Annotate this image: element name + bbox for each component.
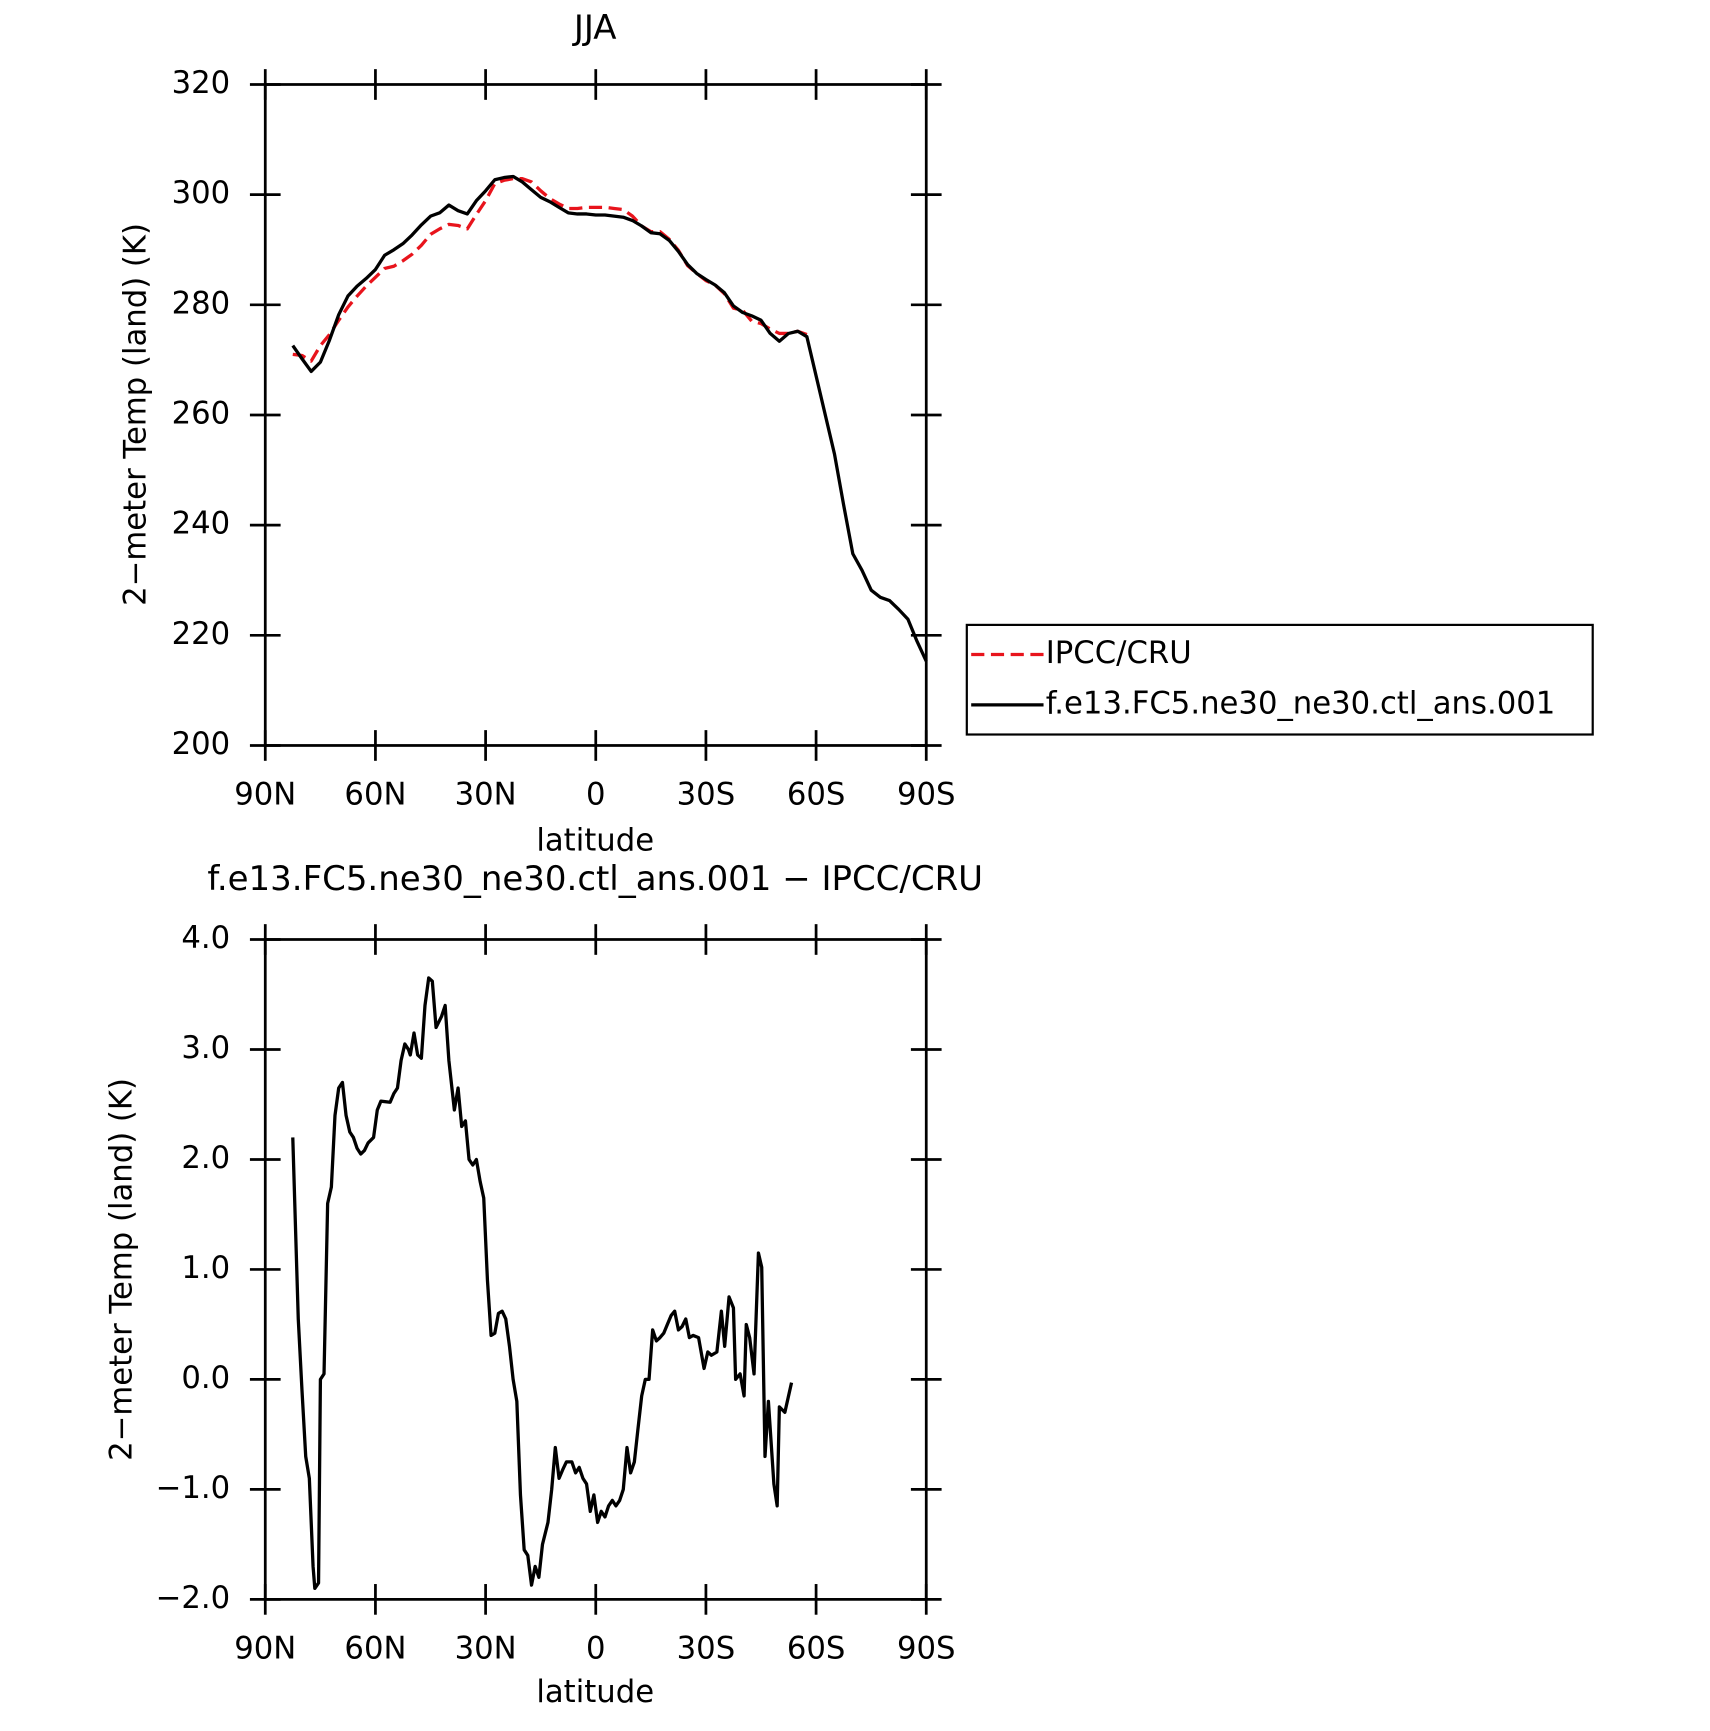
y-tick-label: 4.0: [181, 921, 230, 956]
chart-title: f.e13.FC5.ne30_ne30.ctl_ans.001 − IPCC/C…: [207, 859, 983, 899]
x-tick-label: 90N: [234, 777, 296, 812]
y-tick-label: 1.0: [181, 1251, 230, 1286]
x-tick-label: 0: [586, 777, 606, 812]
x-tick-label: 30N: [455, 1631, 517, 1666]
data-line: [291, 174, 928, 662]
x-tick-label: 90S: [897, 1631, 956, 1666]
x-tick-label: 60N: [344, 777, 406, 812]
plot-frame: [263, 83, 928, 747]
x-axis-label: latitude: [536, 823, 654, 858]
y-tick-label: 280: [172, 286, 231, 321]
x-tick-label: 30N: [455, 777, 517, 812]
x-axis-label: latitude: [536, 1675, 654, 1710]
y-tick-label: 260: [172, 396, 231, 431]
y-axis-label: 2−meter Temp (land) (K): [104, 1078, 139, 1461]
y-tick-label: 300: [172, 176, 231, 211]
y-tick-label: 2.0: [181, 1141, 230, 1176]
x-tick-label: 60S: [787, 777, 846, 812]
legend-label: f.e13.FC5.ne30_ne30.ctl_ans.001: [1046, 686, 1556, 721]
y-tick-label: 200: [172, 727, 231, 762]
x-tick-label: 90S: [897, 777, 956, 812]
y-tick-label: 0.0: [181, 1361, 230, 1396]
data-line: [292, 177, 808, 363]
legend-box: [965, 623, 1594, 736]
x-tick-label: 90N: [234, 1631, 296, 1666]
x-tick-label: 30S: [677, 777, 736, 812]
legend-label: IPCC/CRU: [1046, 636, 1192, 671]
x-tick-label: 30S: [677, 1631, 736, 1666]
x-tick-label: 0: [586, 1631, 606, 1666]
y-tick-label: 320: [172, 66, 231, 101]
data-line: [291, 976, 794, 1591]
y-tick-label: 240: [172, 507, 231, 542]
y-tick-label: 3.0: [181, 1031, 230, 1066]
x-tick-label: 60N: [344, 1631, 406, 1666]
chart-title: JJA: [572, 8, 617, 48]
y-axis-label: 2−meter Temp (land) (K): [119, 223, 154, 606]
y-tick-label: −1.0: [156, 1471, 231, 1506]
y-tick-label: −2.0: [156, 1581, 231, 1616]
x-tick-label: 60S: [787, 1631, 846, 1666]
y-tick-label: 220: [172, 617, 231, 652]
